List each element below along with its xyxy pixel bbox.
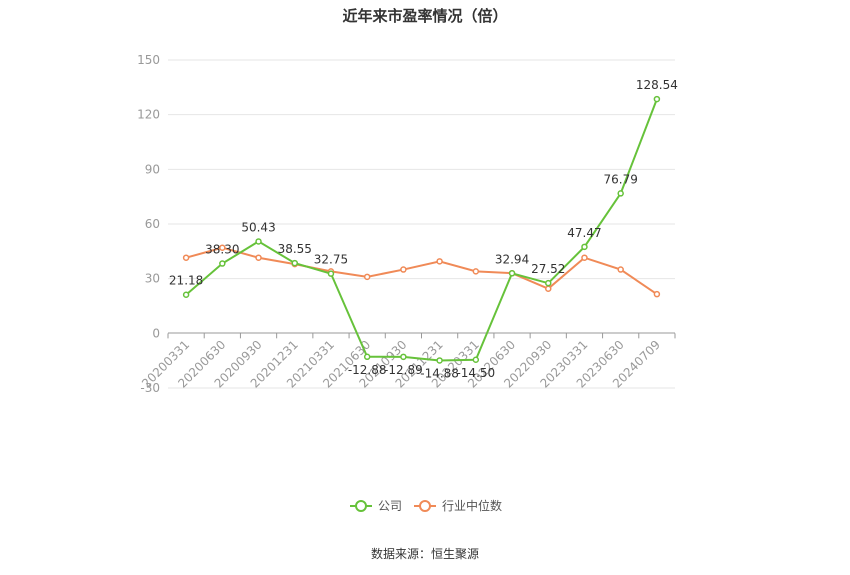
series-line-industry-median <box>185 246 658 295</box>
data-point <box>363 273 371 281</box>
y-tick-label: 30 <box>145 272 160 286</box>
y-tick-label: 60 <box>145 217 160 231</box>
data-point <box>400 266 407 273</box>
data-point <box>436 357 443 364</box>
data-label: 38.30 <box>205 243 239 257</box>
series-group <box>182 95 661 364</box>
data-point <box>508 270 516 277</box>
data-label: -12.88 <box>348 363 387 377</box>
data-label: 128.54 <box>636 78 678 92</box>
data-label: 47.47 <box>567 226 601 240</box>
data-label: 76.79 <box>603 172 637 186</box>
data-point <box>617 190 624 197</box>
data-point <box>436 258 443 265</box>
data-point <box>545 279 552 287</box>
y-tick-label: 90 <box>145 162 160 176</box>
data-label: 32.75 <box>314 253 348 267</box>
data-point <box>255 254 262 261</box>
y-tick-label: 0 <box>152 326 160 340</box>
data-point <box>255 238 262 245</box>
data-label: -14.88 <box>420 366 459 380</box>
data-labels: 21.1838.3050.4338.5532.75-12.88-12.89-14… <box>169 78 678 380</box>
data-point <box>472 356 480 364</box>
series-line-company <box>185 98 658 362</box>
y-tick-label: 120 <box>137 108 160 122</box>
legend-swatch-marker <box>355 500 367 512</box>
data-point <box>581 254 588 261</box>
y-tick-label: -30 <box>140 381 160 395</box>
data-point <box>219 260 226 267</box>
data-point <box>581 243 588 251</box>
source-note: 数据来源：恒生聚源 <box>371 546 479 561</box>
data-label: -14.50 <box>456 366 495 380</box>
data-point <box>472 268 480 275</box>
data-point <box>545 285 552 292</box>
data-label: -12.89 <box>384 363 423 377</box>
data-label: 38.55 <box>278 242 312 256</box>
data-point <box>327 270 335 277</box>
legend: 公司 行业中位数 <box>350 498 502 513</box>
data-label: 27.52 <box>531 262 565 276</box>
data-point <box>182 254 190 261</box>
data-label: 21.18 <box>169 274 203 288</box>
data-label: 32.94 <box>495 252 529 266</box>
legend-label: 公司 <box>378 499 402 513</box>
legend-swatch-marker <box>419 500 431 512</box>
data-point <box>400 353 407 361</box>
data-point <box>363 353 371 361</box>
data-point <box>219 244 226 251</box>
chart-title: 近年来市盈率情况（倍） <box>342 7 507 25</box>
data-point <box>182 291 190 298</box>
data-point <box>291 259 298 267</box>
legend-label: 行业中位数 <box>442 498 502 513</box>
data-point <box>617 266 624 273</box>
grid-lines <box>168 59 675 389</box>
y-tick-label: 150 <box>137 53 160 67</box>
data-label: 50.43 <box>241 220 275 234</box>
data-point <box>653 95 661 103</box>
data-point <box>653 290 661 298</box>
y-axis-ticks: -30 0 30 60 90 120 150 <box>137 53 160 395</box>
